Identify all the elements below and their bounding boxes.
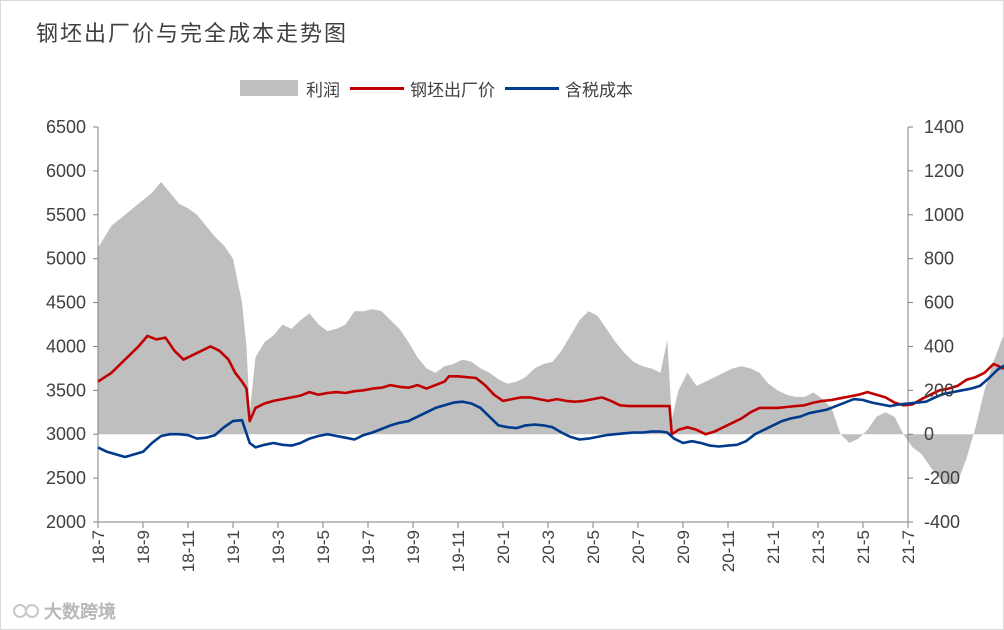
x-tick-label: 21-1 — [764, 530, 783, 564]
legend-item-profit: 利润 — [240, 76, 340, 101]
axis-layer — [93, 126, 913, 528]
x-tick-label: 20-3 — [539, 530, 558, 564]
line-layer — [97, 334, 1004, 459]
y-right-tick-label: -400 — [924, 512, 960, 532]
y-right-tick-label: 1000 — [924, 205, 964, 225]
x-tick-label: 18-11 — [179, 530, 198, 572]
legend-item-price: 钢坯出厂价 — [350, 76, 495, 101]
y-left-tick-label: 6500 — [46, 117, 86, 137]
y-left-tick-label: 3500 — [46, 380, 86, 400]
x-tick-label: 21-3 — [809, 530, 828, 564]
y-right-tick-label: 200 — [924, 380, 954, 400]
x-tick-label: 20-5 — [584, 530, 603, 564]
legend-item-cost: 含税成本 — [505, 76, 633, 101]
price-line — [97, 334, 1004, 436]
watermark-text: 大数跨境 — [44, 602, 116, 623]
y-left-tick-label: 5000 — [46, 249, 86, 269]
x-tick-label: 18-9 — [134, 530, 153, 564]
y-left-tick-label: 2500 — [46, 468, 86, 488]
chart-title: 钢坯出厂价与完全成本走势图 — [36, 22, 349, 47]
x-tick-label: 18-7 — [89, 530, 108, 564]
x-tick-label: 19-3 — [269, 530, 288, 564]
y-right-tick-label: 1400 — [924, 117, 964, 137]
x-tick-label: 21-7 — [899, 530, 918, 564]
legend-label-profit: 利润 — [306, 80, 340, 101]
legend-label-price: 钢坯出厂价 — [410, 80, 495, 101]
profit-area-layer — [98, 181, 1004, 485]
tick-label-layer: 6500600055005000450040003500300025002000… — [46, 117, 964, 572]
x-tick-label: 20-9 — [674, 530, 693, 564]
x-tick-label: 19-7 — [359, 530, 378, 564]
brand-logo-icon — [13, 604, 39, 618]
y-right-tick-label: 600 — [924, 293, 954, 313]
legend-swatch-price — [350, 86, 404, 90]
y-left-tick-label: 2000 — [46, 512, 86, 532]
y-right-tick-label: 1200 — [924, 161, 964, 181]
x-tick-label: 20-7 — [629, 530, 648, 564]
x-tick-label: 19-1 — [224, 530, 243, 564]
x-tick-label: 20-11 — [719, 530, 738, 572]
y-right-tick-label: 800 — [924, 249, 954, 269]
y-right-tick-label: -200 — [924, 468, 960, 488]
y-left-tick-label: 4000 — [46, 336, 86, 356]
chart-legend: 利润 钢坯出厂价 含税成本 — [240, 76, 643, 101]
x-tick-label: 21-5 — [854, 530, 873, 564]
legend-label-cost: 含税成本 — [565, 80, 633, 101]
y-left-tick-label: 6000 — [46, 161, 86, 181]
y-right-tick-label: 400 — [924, 336, 954, 356]
x-tick-label: 19-9 — [404, 530, 423, 564]
y-left-tick-label: 3000 — [46, 424, 86, 444]
watermark: 大数跨境 — [12, 598, 116, 624]
legend-swatch-cost — [505, 86, 559, 90]
profit-area — [98, 181, 1004, 485]
cost-line — [97, 364, 1004, 459]
y-left-tick-label: 4500 — [46, 293, 86, 313]
y-right-tick-label: 0 — [924, 424, 934, 444]
x-tick-label: 19-11 — [449, 530, 468, 572]
y-left-tick-label: 5500 — [46, 205, 86, 225]
x-tick-label: 19-5 — [314, 530, 333, 564]
legend-swatch-profit — [240, 80, 298, 96]
x-tick-label: 20-1 — [494, 530, 513, 564]
